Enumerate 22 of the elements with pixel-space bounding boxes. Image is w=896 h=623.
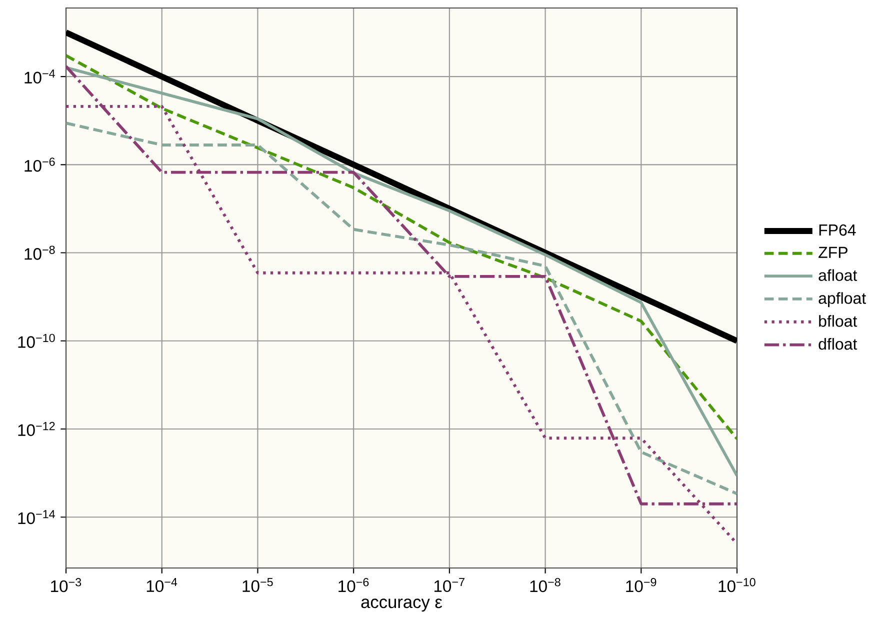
x-tick-label: 10$^{−6}$ xyxy=(338,578,369,592)
legend-label: afloat xyxy=(818,269,858,281)
legend-label: ZFP xyxy=(818,246,848,258)
legend-label: apfloat xyxy=(818,292,866,308)
y-tick-label: 10$^{−8}$ xyxy=(24,246,55,260)
line-series xyxy=(66,122,738,496)
y-tick-label: 10$^{−14}$ xyxy=(18,510,55,524)
x-tick-label: 10$^{−3}$ xyxy=(51,578,82,592)
legend-label: bfloat xyxy=(819,315,858,327)
x-tick-label: 10$^{−5}$ xyxy=(242,578,273,592)
x-tick-label: 10$^{−7}$ xyxy=(434,578,464,592)
x-tick-label: 10$^{−4}$ xyxy=(146,578,178,592)
legend-label: dfloat xyxy=(818,338,858,350)
x-tick-label: 10$^{−9}$ xyxy=(626,578,656,592)
x-tick-label: 10$^{−10}$ xyxy=(718,578,756,592)
x-tick-label: 10$^{−8}$ xyxy=(530,578,560,592)
y-tick-label: 10$^{−6}$ xyxy=(24,158,55,172)
y-tick-label: 10$^{−4}$ xyxy=(24,70,55,84)
y-tick-label: 10$^{−12}$ xyxy=(18,422,55,436)
legend-label: FP64 xyxy=(819,224,856,236)
x-axis-title: accuracy ε xyxy=(361,598,442,612)
y-tick-label: 10$^{−10}$ xyxy=(18,334,55,348)
